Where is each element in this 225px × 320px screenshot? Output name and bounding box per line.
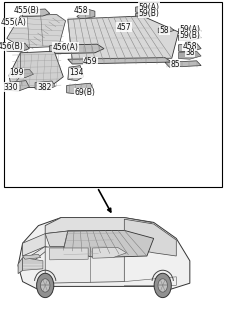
Polygon shape — [7, 81, 29, 91]
Text: 134: 134 — [69, 68, 83, 77]
Text: 199: 199 — [9, 68, 23, 77]
Polygon shape — [9, 51, 63, 88]
Text: 457: 457 — [116, 23, 130, 32]
Text: 69(B): 69(B) — [74, 88, 95, 97]
Circle shape — [36, 273, 54, 298]
Circle shape — [157, 279, 167, 292]
Polygon shape — [124, 219, 176, 256]
Polygon shape — [50, 44, 104, 54]
Text: 85: 85 — [170, 60, 179, 69]
Polygon shape — [178, 26, 200, 34]
Polygon shape — [50, 248, 88, 260]
Polygon shape — [92, 247, 126, 258]
Text: 459: 459 — [83, 57, 97, 66]
Circle shape — [153, 273, 171, 298]
Text: 458: 458 — [74, 6, 88, 15]
Text: 58: 58 — [159, 26, 169, 35]
Polygon shape — [22, 234, 45, 256]
Polygon shape — [45, 231, 130, 247]
Polygon shape — [22, 254, 40, 259]
Polygon shape — [178, 51, 200, 59]
Polygon shape — [45, 218, 151, 234]
Polygon shape — [135, 5, 155, 13]
Polygon shape — [7, 43, 29, 52]
Bar — [4, 2, 221, 187]
Polygon shape — [35, 81, 55, 90]
Polygon shape — [22, 258, 43, 270]
Polygon shape — [66, 83, 93, 94]
Polygon shape — [63, 230, 153, 258]
Polygon shape — [7, 14, 65, 48]
Circle shape — [40, 279, 50, 292]
Polygon shape — [18, 246, 50, 266]
Polygon shape — [12, 69, 33, 78]
Polygon shape — [68, 66, 83, 81]
Text: 456(B): 456(B) — [0, 42, 24, 51]
Polygon shape — [45, 247, 124, 283]
Polygon shape — [178, 43, 200, 52]
Text: 458: 458 — [182, 42, 196, 51]
Polygon shape — [18, 258, 22, 274]
Text: 38: 38 — [184, 48, 194, 57]
Polygon shape — [18, 218, 189, 290]
Polygon shape — [164, 61, 200, 67]
Text: 59(B): 59(B) — [138, 9, 159, 18]
Text: 330: 330 — [4, 83, 18, 92]
Polygon shape — [135, 12, 153, 19]
Polygon shape — [178, 33, 200, 41]
Text: 59(A): 59(A) — [179, 25, 199, 34]
Text: 59(A): 59(A) — [138, 3, 159, 12]
Polygon shape — [158, 26, 173, 34]
Text: 455(B): 455(B) — [14, 6, 39, 15]
Polygon shape — [76, 9, 94, 19]
Text: 382: 382 — [37, 83, 52, 92]
Polygon shape — [68, 16, 178, 61]
Polygon shape — [68, 58, 171, 64]
Polygon shape — [22, 9, 50, 17]
Text: 455(A): 455(A) — [1, 18, 26, 27]
Text: 456(A): 456(A) — [52, 43, 78, 52]
Text: 59(B): 59(B) — [179, 31, 199, 40]
